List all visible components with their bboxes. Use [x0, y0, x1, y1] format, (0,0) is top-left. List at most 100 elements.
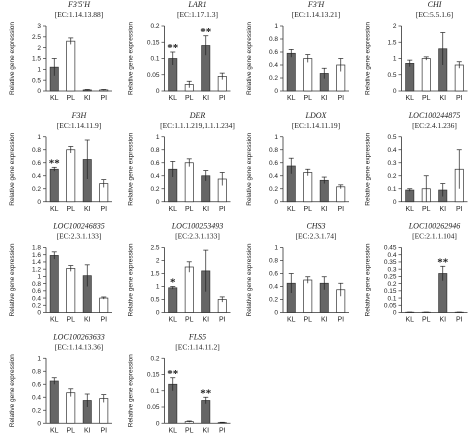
panel: F3'5'H[EC:1.14.13.88] Relative gene expre…: [9, 0, 112, 102]
x-tick-label: PI: [337, 317, 344, 324]
y-tick-label: 0: [37, 88, 41, 95]
ec-number: [EC:1.14.11.9]: [57, 121, 102, 130]
x-tick-label: KI: [202, 317, 209, 324]
significance: *: [170, 277, 176, 289]
y-tick-label: 0.8: [32, 147, 41, 154]
y-tick-label: 0.8: [269, 147, 278, 154]
y-tick-label: 0.15: [147, 39, 160, 46]
y-tick-label: 0.6: [32, 160, 41, 167]
x-tick-label: PI: [219, 427, 226, 434]
y-tick-label: 0.15: [384, 288, 397, 295]
y-tick-label: 1.2: [32, 266, 41, 273]
x-tick-label: PL: [185, 427, 194, 434]
x-tick-label: PI: [456, 206, 463, 213]
x-tick-label: KI: [202, 206, 209, 213]
y-tick-label: 1: [156, 284, 160, 291]
bar: [66, 149, 76, 203]
y-tick-label: 2: [393, 23, 397, 30]
ec-number: [EC:1.1.1.219,1.1.1.234]: [160, 121, 235, 130]
y-tick-label: 1.5: [32, 56, 41, 63]
x-tick-label: PL: [422, 317, 431, 324]
y-tick-label: 0.5: [387, 134, 396, 141]
bar: [286, 52, 296, 92]
bar: [49, 380, 59, 424]
x-tick-label: KL: [50, 95, 59, 102]
x-tick-label: KI: [439, 206, 446, 213]
significance: **: [200, 26, 212, 38]
bar: [303, 279, 313, 313]
panel: CHI[EC:5.5.1.6] Relative gene expression 0…: [365, 0, 468, 102]
y-tick-label: 0.1: [150, 56, 159, 63]
y-tick-label: 0.6: [32, 381, 41, 388]
x-tick-label: PL: [303, 95, 312, 102]
x-tick-label: PL: [422, 95, 431, 102]
y-tick-label: 0.3: [387, 160, 396, 167]
y-tick-label: 1.8: [32, 245, 41, 252]
x-tick-label: KI: [321, 317, 328, 324]
x-tick-label: PI: [100, 206, 107, 213]
bar: [421, 58, 431, 92]
bar: [405, 189, 415, 203]
y-tick-label: 0.5: [32, 77, 41, 84]
bar: [303, 58, 313, 92]
y-tick-label: 0.1: [150, 388, 159, 395]
ec-number: [EC:1.14.13.88]: [55, 10, 104, 19]
gene-name: F3'5'H: [67, 0, 91, 9]
gene-name: LAR1: [187, 0, 206, 9]
bar: [49, 168, 59, 203]
y-tick-label: 0.6: [32, 288, 41, 295]
y-tick-label: 0: [156, 310, 160, 317]
y-tick-label: 0.2: [150, 186, 159, 193]
y-tick-label: 0.8: [269, 258, 278, 265]
y-axis-label: Relative gene expression: [128, 354, 135, 427]
gene-name: F3'H: [307, 0, 326, 9]
y-tick-label: 0.4: [150, 173, 159, 180]
y-tick-label: 0.4: [269, 173, 278, 180]
y-tick-label: 1: [393, 56, 397, 63]
y-tick-label: 1: [37, 355, 41, 362]
y-tick-label: 2.5: [150, 245, 159, 252]
significance: **: [437, 256, 449, 268]
y-tick-label: 0.05: [147, 72, 160, 79]
y-tick-label: 1: [37, 67, 41, 74]
y-tick-label: 1.4: [32, 259, 41, 266]
x-tick-label: PI: [219, 95, 226, 102]
x-tick-label: KI: [202, 427, 209, 434]
bar: [49, 255, 59, 313]
y-tick-label: 0: [156, 88, 160, 95]
y-tick-label: 0: [156, 199, 160, 206]
y-tick-label: 1: [37, 274, 41, 281]
y-axis-label: Relative gene expression: [9, 132, 16, 205]
x-tick-label: KL: [168, 427, 177, 434]
y-tick-label: 0.2: [32, 407, 41, 414]
y-tick-label: 0: [393, 88, 397, 95]
y-tick-label: 0.4: [387, 252, 396, 259]
y-tick-label: 0.35: [384, 259, 397, 266]
y-tick-label: 0: [37, 310, 41, 317]
y-tick-label: 3: [37, 23, 41, 30]
x-tick-label: KI: [84, 317, 91, 324]
y-tick-label: 0.8: [150, 147, 159, 154]
y-tick-label: 1: [156, 134, 160, 141]
y-tick-label: 1.5: [387, 39, 396, 46]
y-tick-label: 0: [393, 199, 397, 206]
y-tick-label: 1: [274, 245, 278, 252]
y-axis-label: Relative gene expression: [246, 22, 253, 95]
x-tick-label: PL: [185, 317, 194, 324]
y-tick-label: 0.2: [32, 186, 41, 193]
y-tick-label: 2: [37, 45, 41, 52]
y-axis-label: Relative gene expression: [365, 132, 372, 205]
y-tick-label: 1: [274, 134, 278, 141]
x-tick-label: PI: [337, 95, 344, 102]
y-tick-label: 1: [274, 23, 278, 30]
gene-name: LDOX: [305, 111, 328, 120]
ec-number: [EC:1.14.11.19]: [292, 121, 340, 130]
bar: [405, 63, 415, 92]
y-tick-label: 0: [37, 199, 41, 206]
x-tick-label: PI: [456, 317, 463, 324]
bar: [184, 266, 194, 313]
y-axis-label: Relative gene expression: [365, 243, 372, 316]
y-axis-label: Relative gene expression: [365, 22, 372, 95]
x-tick-label: KL: [168, 206, 177, 213]
bar: [99, 297, 109, 313]
